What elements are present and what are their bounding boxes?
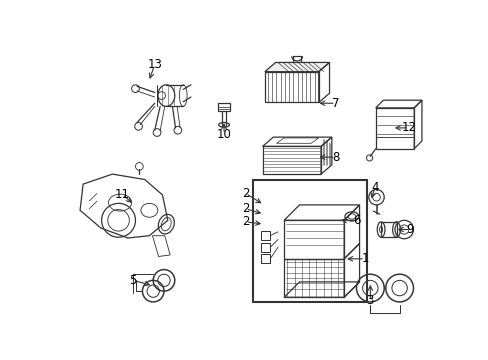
Text: 11: 11 <box>115 188 130 201</box>
Text: 7: 7 <box>331 97 339 110</box>
Text: 9: 9 <box>406 223 413 236</box>
Text: 2: 2 <box>242 215 249 228</box>
Text: 6: 6 <box>353 214 360 227</box>
Text: 1: 1 <box>361 252 368 265</box>
Text: 2: 2 <box>242 202 249 215</box>
Text: 13: 13 <box>147 58 162 71</box>
Text: 4: 4 <box>370 181 378 194</box>
Text: 12: 12 <box>401 121 415 134</box>
Text: 2: 2 <box>242 187 249 200</box>
Text: 8: 8 <box>331 150 339 164</box>
Text: 3: 3 <box>366 294 373 307</box>
Text: 5: 5 <box>129 274 137 287</box>
Polygon shape <box>264 62 329 72</box>
Text: 10: 10 <box>216 127 231 140</box>
